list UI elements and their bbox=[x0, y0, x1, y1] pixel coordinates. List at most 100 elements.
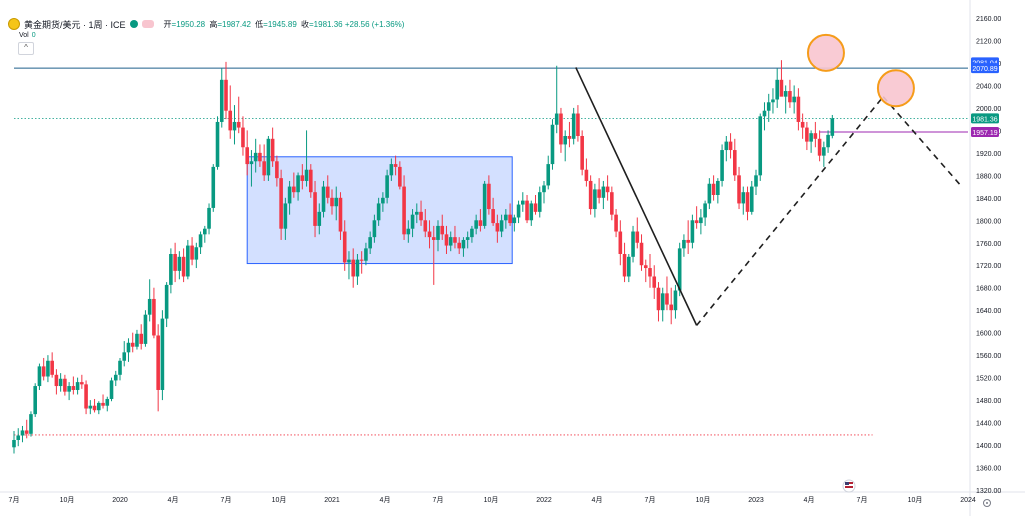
price-label-tag[interactable] bbox=[971, 63, 999, 74]
candle-body bbox=[16, 435, 21, 440]
time-tick-label: 4月 bbox=[592, 496, 603, 504]
candle-body bbox=[203, 228, 207, 235]
price-label-tag[interactable] bbox=[971, 113, 999, 124]
candle-body bbox=[80, 382, 84, 385]
price-tick-label: 2120.00 bbox=[976, 38, 1001, 45]
candle-body bbox=[262, 161, 266, 176]
candle-body bbox=[504, 214, 508, 221]
candle-body bbox=[826, 134, 830, 148]
candle-body bbox=[419, 211, 423, 221]
candle-body bbox=[101, 402, 105, 406]
candle-body bbox=[533, 203, 538, 212]
candle-body bbox=[571, 113, 576, 139]
candle-body bbox=[737, 175, 741, 204]
trend-lines[interactable] bbox=[575, 67, 963, 326]
candle-body bbox=[754, 175, 758, 187]
candle-body bbox=[576, 113, 580, 136]
candle-body bbox=[92, 405, 97, 411]
symbol-title[interactable]: 黄金期货/美元 · 1周 · ICE bbox=[24, 19, 126, 30]
projected-trend-line[interactable] bbox=[696, 96, 884, 326]
time-tick-label: 2024 bbox=[960, 497, 976, 504]
candle-body bbox=[139, 333, 143, 344]
close-label: 收 bbox=[301, 19, 309, 29]
projected-trend-line[interactable] bbox=[882, 96, 963, 188]
target-circle[interactable] bbox=[876, 69, 915, 108]
volume-indicator[interactable]: Vol 0 bbox=[19, 32, 36, 39]
candle-body bbox=[186, 245, 190, 277]
candle-body bbox=[796, 96, 801, 122]
candle-body bbox=[783, 91, 788, 97]
collapse-button[interactable]: ^ bbox=[18, 42, 34, 55]
ohlc-values: 开=1950.28 高=1987.42 低=1945.89 收=1981.36 … bbox=[163, 19, 405, 29]
candle-body bbox=[113, 374, 118, 381]
candle-body bbox=[46, 360, 50, 377]
candle-body bbox=[84, 384, 88, 409]
target-circle[interactable] bbox=[806, 33, 845, 72]
candle-body bbox=[588, 180, 593, 210]
price-tick-label: 1680.00 bbox=[976, 286, 1001, 293]
candle-body bbox=[334, 197, 339, 207]
flag-toggle-icon[interactable] bbox=[141, 20, 154, 28]
candle-body bbox=[525, 200, 529, 221]
price-tick-label: 1840.00 bbox=[976, 196, 1001, 203]
candle-body bbox=[253, 152, 258, 162]
candle-body bbox=[29, 414, 33, 434]
candle-body bbox=[512, 217, 517, 224]
candle-body bbox=[720, 150, 724, 181]
candle-body bbox=[109, 380, 114, 399]
price-tick-label: 1480.00 bbox=[976, 398, 1001, 405]
candle-body bbox=[296, 175, 300, 193]
settings-icon[interactable] bbox=[983, 499, 991, 507]
price-tick-label: 1600.00 bbox=[976, 331, 1001, 338]
candle-body bbox=[660, 293, 665, 311]
candle-body bbox=[194, 247, 199, 260]
price-label-tag[interactable] bbox=[971, 126, 999, 137]
target-circles[interactable] bbox=[806, 33, 915, 108]
candle-body bbox=[741, 192, 746, 204]
candle-body bbox=[207, 207, 211, 229]
candle-body bbox=[67, 386, 71, 392]
candle-body bbox=[766, 102, 771, 111]
flag-icon[interactable] bbox=[842, 479, 856, 493]
candle-body bbox=[521, 200, 525, 205]
candle-body bbox=[580, 136, 584, 170]
candle-body bbox=[711, 183, 716, 195]
candle-body bbox=[707, 183, 712, 204]
candle-body bbox=[236, 121, 241, 128]
price-tick-label: 1520.00 bbox=[976, 376, 1001, 383]
price-tick-label: 2000.00 bbox=[976, 106, 1001, 113]
candle-body bbox=[461, 239, 466, 249]
candle-body bbox=[241, 127, 245, 148]
candle-body bbox=[58, 378, 63, 387]
candle-body bbox=[436, 225, 440, 240]
candle-body bbox=[37, 366, 42, 387]
market-status-icon[interactable] bbox=[129, 20, 138, 28]
candle-body bbox=[788, 91, 792, 103]
candle-body bbox=[431, 237, 436, 240]
candle-body bbox=[423, 220, 428, 232]
candle-body bbox=[470, 228, 474, 238]
candle-body bbox=[232, 121, 237, 131]
candle-body bbox=[258, 152, 262, 162]
candle-body bbox=[716, 180, 720, 195]
candle-body bbox=[342, 231, 347, 263]
candle-body bbox=[181, 256, 186, 277]
price-tick-label: 1760.00 bbox=[976, 241, 1001, 248]
candle-body bbox=[453, 237, 457, 243]
candle-body bbox=[406, 228, 411, 235]
candle-body bbox=[610, 192, 614, 215]
candle-body bbox=[224, 79, 228, 111]
candle-body bbox=[398, 166, 402, 187]
time-tick-label: 10月 bbox=[696, 496, 711, 504]
candle-body bbox=[516, 204, 521, 218]
price-axis[interactable]: 2160.002120.002080.002040.002000.001960.… bbox=[971, 16, 1001, 495]
candle-body bbox=[499, 220, 504, 232]
candle-body bbox=[584, 169, 589, 181]
time-axis[interactable]: 7月 10月 2020 4月 7月 10月 2021 4月 7月 10月 2022 4月 7月 10月 20… bbox=[9, 496, 976, 504]
candle-body bbox=[12, 439, 16, 448]
candle-body bbox=[338, 197, 343, 232]
candle-body bbox=[71, 386, 76, 390]
price-tick-label: 1560.00 bbox=[976, 353, 1001, 360]
trend-line[interactable] bbox=[575, 67, 698, 326]
